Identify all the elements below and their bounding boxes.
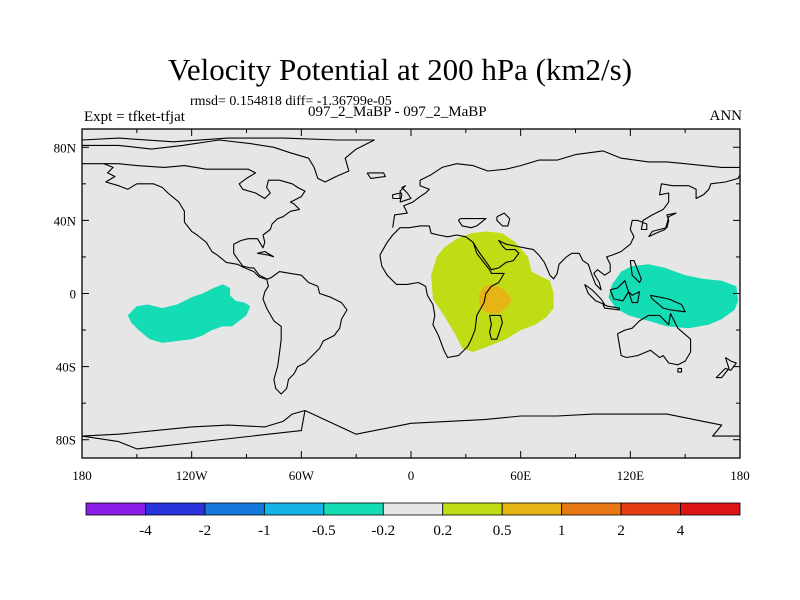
colorbar-swatch-10	[620, 502, 681, 516]
y-tick-label: 40S	[56, 360, 76, 375]
coastline-5	[472, 174, 740, 291]
coastline-3	[392, 150, 740, 228]
colorbar-level-label: 1	[558, 523, 566, 539]
coastline-21	[629, 260, 642, 284]
colorbar-level-label: 2	[617, 523, 625, 539]
colorbar-swatch-7	[442, 502, 503, 516]
coastline-6	[496, 212, 511, 227]
experiment-label: Expt = tfket-tfjat	[84, 109, 185, 125]
coastline-11	[392, 192, 401, 200]
chart-title: Velocity Potential at 200 hPa (km2/s)	[167, 52, 633, 87]
colorbar-level-label: 4	[677, 523, 685, 539]
coastline-20	[649, 294, 686, 313]
coastline-15	[489, 314, 503, 340]
colorbar-swatch-1	[85, 502, 146, 516]
colorbar-level-label: -4	[139, 523, 152, 539]
coastlines	[82, 137, 740, 450]
stats-line: rmsd= 0.154818 diff= -1.36799e-05	[190, 94, 392, 109]
coastline-23	[82, 409, 306, 450]
y-axis: 80N 40N 0 40S 80S	[54, 140, 740, 448]
colorbar-swatch-6	[382, 502, 444, 516]
chart-subtitle: 097_2_MaBP - 097_2_MaBP	[308, 104, 487, 120]
colorbar-level-label: -0.2	[371, 523, 395, 539]
coastline-1	[82, 137, 375, 183]
colorbar: -4 -2 -1 -0.5 -0.2 0.2 0.5 1 2 4	[85, 502, 741, 539]
coastline-4	[379, 225, 505, 359]
season-label: ANN	[709, 108, 743, 124]
coastline-2	[82, 163, 348, 395]
coastline-8	[256, 250, 275, 258]
y-tick-label: 80N	[54, 140, 77, 155]
coastline-14	[715, 357, 737, 379]
coastline-13	[677, 367, 683, 373]
coastline-19	[627, 291, 641, 304]
colorbar-swatch-2	[145, 502, 206, 516]
colorbar-swatch-5	[323, 502, 384, 516]
x-tick-label: 120W	[176, 468, 209, 483]
coastline-24	[304, 410, 740, 437]
coastline-12	[616, 313, 692, 366]
x-tick-label: 180	[730, 468, 750, 483]
x-axis: 180 120W 60W 0 60E 120E 180	[72, 129, 750, 483]
colorbar-swatch-9	[561, 502, 622, 516]
coastline-17	[602, 303, 620, 311]
y-tick-label: 0	[70, 287, 77, 302]
colorbar-level-label: -2	[199, 523, 212, 539]
colorbar-swatch-8	[501, 502, 563, 516]
x-tick-label: 180	[72, 468, 92, 483]
y-tick-label: 80S	[56, 433, 76, 448]
coastline-7	[457, 218, 487, 229]
coastline-16	[584, 283, 606, 306]
colorbar-level-label: 0.2	[433, 523, 452, 539]
colorbar-level-label: -1	[258, 523, 271, 539]
x-tick-label: 0	[408, 468, 415, 483]
colorbar-swatch-11	[680, 502, 741, 516]
coastline-22	[648, 212, 677, 238]
coastline-10	[399, 185, 412, 203]
colorbar-swatch-4	[263, 502, 325, 516]
colorbar-swatch-3	[204, 502, 265, 516]
x-tick-label: 60W	[289, 468, 315, 483]
colorbar-level-label: 0.5	[493, 523, 512, 539]
y-tick-label: 40N	[54, 213, 77, 228]
coastline-9	[366, 172, 386, 179]
x-tick-label: 120E	[617, 468, 645, 483]
colorbar-level-label: -0.5	[312, 523, 336, 539]
x-tick-label: 60E	[510, 468, 531, 483]
contour-region-1	[127, 284, 251, 343]
